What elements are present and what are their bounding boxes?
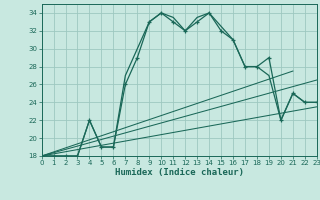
X-axis label: Humidex (Indice chaleur): Humidex (Indice chaleur) bbox=[115, 168, 244, 177]
